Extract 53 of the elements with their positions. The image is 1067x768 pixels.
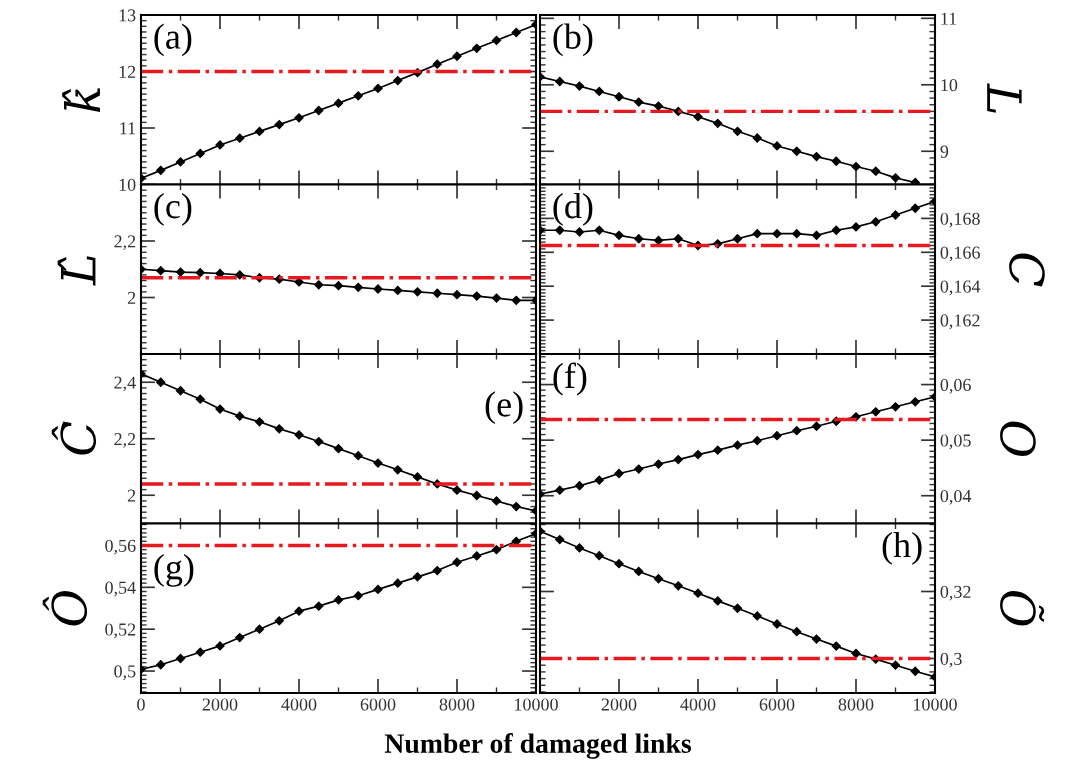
- y2-tick-label: 11: [941, 12, 957, 25]
- x-tick-label: 2000: [202, 698, 238, 711]
- annotation: (g): [154, 554, 194, 587]
- x-tick-label: 6000: [360, 698, 396, 711]
- y2-tick-label: 0,162: [940, 314, 980, 330]
- y-tick-label: 2: [127, 489, 136, 502]
- y2-axis-title: L: [987, 83, 1022, 113]
- y2-tick-label: 0,05: [940, 434, 971, 450]
- y-tick-label: 0,5: [114, 665, 136, 681]
- y-axis-title: k̂: [62, 88, 100, 113]
- x-tick-label: 2000: [601, 698, 637, 711]
- y-axis-title: Ĉ: [51, 421, 97, 455]
- x-tick-label: 4000: [281, 698, 317, 711]
- annotation: (b): [553, 23, 593, 57]
- y2-tick-label: 0,168: [940, 212, 980, 228]
- y-axis-title: Ô: [42, 591, 88, 626]
- y2-tick-label: 0,04: [940, 489, 972, 505]
- y2-axis-title: O: [1000, 421, 1036, 456]
- x-tick-label: 6000: [759, 698, 795, 711]
- annotation: (c): [154, 192, 192, 226]
- y2-tick-label: 0,32: [940, 585, 971, 601]
- x-tick-label: 10000: [914, 698, 957, 711]
- y2-axis-title: Õ: [1000, 591, 1045, 626]
- y-tick-label: 2,2: [114, 433, 136, 448]
- y2-tick-label: 9: [940, 145, 949, 158]
- y-tick-label: 0,52: [105, 623, 136, 639]
- y2-tick-label: 10: [941, 79, 958, 92]
- y-tick-label: 2,4: [114, 376, 136, 392]
- annotation: (e): [485, 391, 523, 425]
- y-tick-label: 12: [119, 65, 136, 78]
- x-tick-label: 8000: [838, 698, 874, 711]
- y-axis-title: L̂: [57, 256, 96, 286]
- y2-tick-label: 0,166: [940, 246, 980, 262]
- y-tick-label: 2,2: [114, 235, 136, 251]
- y-tick-label: 0,56: [105, 539, 136, 555]
- annotation: (f): [553, 362, 587, 396]
- x-axis-title: Number of damaged links: [384, 733, 692, 759]
- x-tick-label: 4000: [680, 698, 716, 711]
- y2-axis-title: C: [1009, 253, 1045, 287]
- y-tick-label: 11: [120, 122, 136, 135]
- y2-tick-label: 0,06: [940, 378, 971, 394]
- annotation: (a): [154, 23, 192, 57]
- x-tick-label: 8000: [439, 698, 475, 711]
- annotation: (d): [553, 192, 593, 226]
- y2-tick-label: 0,3: [940, 652, 962, 668]
- y-tick-label: 10: [119, 178, 136, 191]
- y2-tick-label: 0,164: [940, 280, 981, 296]
- annotation: (h): [882, 531, 922, 565]
- y-tick-label: 2: [127, 291, 136, 304]
- x-tick-label: 10000: [515, 698, 558, 711]
- x-tick-label: 0: [137, 698, 145, 711]
- y-tick-label: 0,54: [105, 581, 136, 597]
- y-tick-label: 13: [119, 9, 136, 22]
